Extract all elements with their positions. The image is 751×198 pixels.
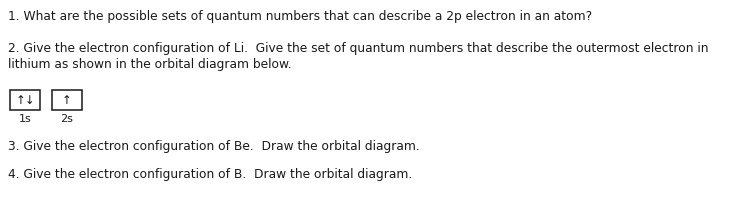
Bar [10,90,40,110]
Text: ↑↓: ↑↓ [15,93,35,107]
Text: 1. What are the possible sets of quantum numbers that can describe a 2p electron: 1. What are the possible sets of quantum… [8,10,592,23]
Bar [52,90,82,110]
Text: 2. Give the electron configuration of Li.  Give the set of quantum numbers that : 2. Give the electron configuration of Li… [8,42,708,55]
Text: 3. Give the electron configuration of Be.  Draw the orbital diagram.: 3. Give the electron configuration of Be… [8,140,420,153]
Text: 2s: 2s [61,114,74,124]
Text: ↑: ↑ [62,93,72,107]
Text: lithium as shown in the orbital diagram below.: lithium as shown in the orbital diagram … [8,58,291,71]
Text: 1s: 1s [19,114,32,124]
Text: 4. Give the electron configuration of B.  Draw the orbital diagram.: 4. Give the electron configuration of B.… [8,168,412,181]
